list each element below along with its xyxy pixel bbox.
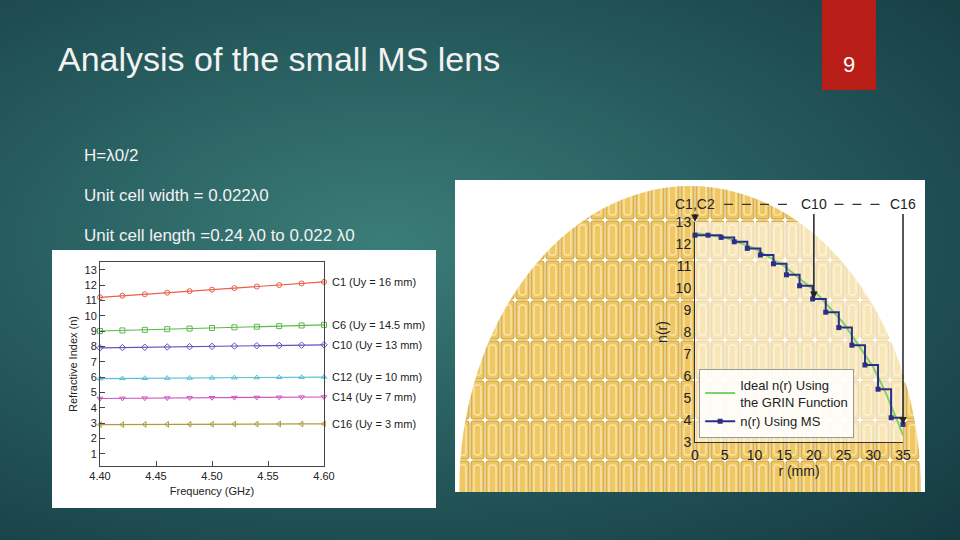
svg-text:35: 35 bbox=[895, 447, 911, 463]
html-text:Analysis of the small MS lens: Analysis of the small MS lens bbox=[58, 40, 501, 78]
svg-text:C14 (Uy = 7 mm): C14 (Uy = 7 mm) bbox=[332, 391, 416, 403]
svg-text:8: 8 bbox=[683, 324, 691, 340]
svg-text:1: 1 bbox=[91, 448, 97, 460]
svg-text:Refractive Index (n): Refractive Index (n) bbox=[67, 316, 79, 412]
svg-text:10: 10 bbox=[747, 447, 763, 463]
svg-text:4: 4 bbox=[91, 402, 97, 414]
svg-text:7: 7 bbox=[91, 356, 97, 368]
svg-text:15: 15 bbox=[776, 447, 792, 463]
svg-text:5: 5 bbox=[91, 386, 97, 398]
html-text:Unit cell width = 0.022λ0: Unit cell width = 0.022λ0 bbox=[84, 186, 269, 205]
svg-text:3: 3 bbox=[91, 417, 97, 429]
html-text:H=λ0/2: H=λ0/2 bbox=[84, 146, 139, 165]
svg-text:11: 11 bbox=[677, 258, 692, 274]
svg-text:n(r): n(r) bbox=[654, 321, 670, 343]
svg-text:4.50: 4.50 bbox=[201, 470, 222, 482]
svg-text:C16: C16 bbox=[890, 196, 916, 212]
svg-text:13: 13 bbox=[85, 264, 97, 276]
svg-text:20: 20 bbox=[806, 447, 822, 463]
svg-text:6: 6 bbox=[683, 368, 691, 384]
svg-text:9: 9 bbox=[91, 325, 97, 337]
svg-text:C1,C2: C1,C2 bbox=[675, 196, 715, 212]
svg-text:4: 4 bbox=[683, 412, 691, 428]
svg-text:0: 0 bbox=[691, 447, 699, 463]
svg-text:Frequency (GHz): Frequency (GHz) bbox=[170, 485, 254, 497]
html-text:Unit cell length =0.24 λ0 to 0: Unit cell length =0.24 λ0 to 0.022 λ0 bbox=[84, 226, 355, 245]
svg-text:12: 12 bbox=[676, 236, 692, 252]
svg-text:6: 6 bbox=[91, 371, 97, 383]
svg-text:4.40: 4.40 bbox=[89, 470, 110, 482]
svg-text:C10 (Uy = 13 mm): C10 (Uy = 13 mm) bbox=[332, 339, 422, 351]
svg-text:n(r) Using MS: n(r) Using MS bbox=[740, 414, 821, 429]
svg-text:C12 (Uy = 10 mm): C12 (Uy = 10 mm) bbox=[332, 371, 422, 383]
svg-text:C6 (Uy = 14.5 mm): C6 (Uy = 14.5 mm) bbox=[332, 319, 425, 331]
svg-text:9: 9 bbox=[683, 302, 691, 318]
svg-text:8: 8 bbox=[91, 340, 97, 352]
svg-text:C16 (Uy = 3 mm): C16 (Uy = 3 mm) bbox=[332, 418, 416, 430]
svg-text:C1 (Uy = 16 mm): C1 (Uy = 16 mm) bbox=[332, 276, 416, 288]
svg-text:C10: C10 bbox=[801, 196, 827, 212]
svg-text:4.45: 4.45 bbox=[145, 470, 166, 482]
svg-text:13: 13 bbox=[676, 214, 692, 230]
svg-text:3: 3 bbox=[683, 434, 691, 450]
svg-text:5: 5 bbox=[721, 447, 729, 463]
svg-text:10: 10 bbox=[676, 280, 692, 296]
svg-text:30: 30 bbox=[866, 447, 882, 463]
svg-text:25: 25 bbox=[836, 447, 852, 463]
svg-text:10: 10 bbox=[85, 310, 97, 322]
svg-text:r (mm): r (mm) bbox=[778, 463, 819, 479]
html-text:9: 9 bbox=[842, 52, 856, 77]
svg-text:12: 12 bbox=[85, 279, 97, 291]
svg-text:7: 7 bbox=[683, 346, 691, 362]
svg-text:4.60: 4.60 bbox=[313, 470, 334, 482]
svg-text:11: 11 bbox=[85, 294, 96, 306]
svg-text:Ideal n(r) Usingthe GRIN Funct: Ideal n(r) Usingthe GRIN Function bbox=[740, 378, 848, 410]
svg-text:2: 2 bbox=[91, 432, 97, 444]
svg-text:4.55: 4.55 bbox=[257, 470, 278, 482]
svg-text:5: 5 bbox=[683, 390, 691, 406]
